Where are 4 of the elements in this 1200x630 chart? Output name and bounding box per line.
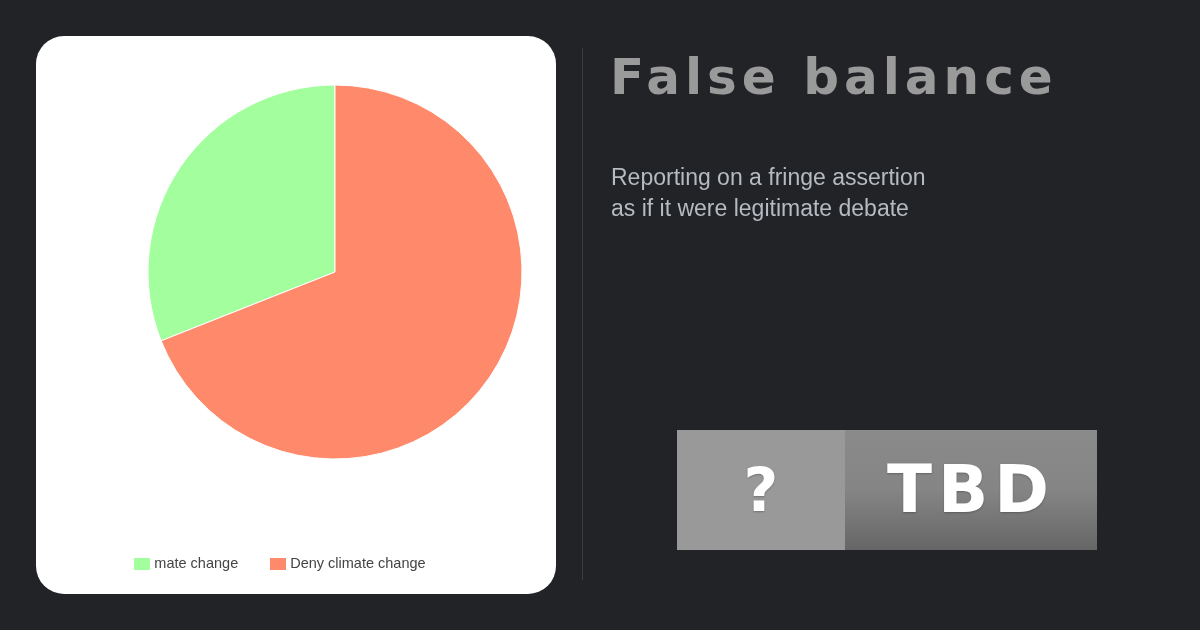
- legend-label: Deny climate change: [290, 555, 426, 571]
- text: Reporting on a fringe assertion as if it were legitimate debate: [611, 163, 927, 223]
- legend-label: mate change: [154, 555, 239, 571]
- text: False balance: [610, 47, 1058, 107]
